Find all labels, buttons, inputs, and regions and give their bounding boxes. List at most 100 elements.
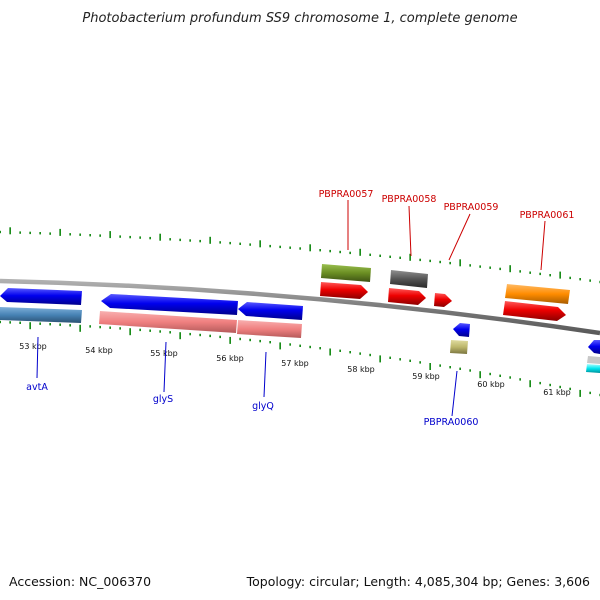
- lower-minor-tick: [49, 323, 51, 326]
- gene-PBPRA0060-cds[interactable]: [453, 323, 470, 337]
- upper-minor-tick: [39, 232, 41, 235]
- upper-minor-tick: [89, 234, 91, 237]
- gene-glyQ-cds[interactable]: [238, 302, 303, 320]
- lower-minor-tick: [309, 345, 311, 349]
- gene-glyS-track[interactable]: [99, 311, 237, 333]
- upper-minor-tick: [529, 271, 531, 274]
- gene-glyQ-track[interactable]: [237, 320, 302, 338]
- lower-minor-tick: [39, 322, 41, 325]
- upper-minor-tick: [369, 253, 371, 256]
- label-avtA[interactable]: avtA: [26, 382, 48, 393]
- gene-labels: PBPRA0057 PBPRA0058 PBPRA0059 PBPRA0061 …: [26, 189, 574, 428]
- lower-minor-tick: [499, 374, 501, 377]
- lower-minor-tick: [369, 353, 371, 357]
- lower-minor-tick: [269, 341, 271, 344]
- upper-minor-tick: [279, 245, 281, 249]
- lower-minor-tick: [549, 383, 551, 387]
- upper-minor-tick: [419, 258, 421, 262]
- edge-gray-feature[interactable]: [587, 356, 600, 364]
- upper-minor-tick: [549, 274, 551, 277]
- lower-minor-tick: [169, 331, 171, 334]
- ruler-tick-label: 60 kbp: [477, 380, 505, 389]
- gene-PBPRA0058-cds[interactable]: [388, 288, 426, 305]
- ruler-tick-label: 59 kbp: [412, 372, 440, 381]
- upper-minor-tick: [199, 239, 201, 243]
- upper-minor-tick: [449, 261, 451, 265]
- gene-PBPRA0060-track[interactable]: [450, 340, 468, 354]
- lower-minor-tick: [99, 325, 101, 329]
- upper-major-tick: [459, 259, 461, 267]
- upper-major-tick: [59, 228, 61, 236]
- upper-major-tick: [359, 248, 361, 256]
- gene-PBPRA0061-cds[interactable]: [503, 301, 566, 321]
- upper-minor-tick: [579, 278, 581, 281]
- lower-minor-tick: [449, 366, 451, 369]
- label-PBPRA0060[interactable]: PBPRA0060: [424, 417, 479, 428]
- edge-cyan-feature[interactable]: [586, 364, 600, 373]
- edge-blue-feature[interactable]: [588, 340, 600, 354]
- upper-minor-tick: [399, 256, 401, 259]
- lower-major-tick: [129, 328, 131, 336]
- lower-minor-tick: [319, 347, 321, 350]
- gene-PBPRA0061-rna[interactable]: [505, 284, 570, 304]
- lower-minor-tick: [239, 337, 241, 341]
- upper-minor-tick: [0, 230, 1, 234]
- gene-glyS-cds[interactable]: [101, 294, 238, 315]
- gene-avtA-track[interactable]: [0, 307, 82, 323]
- upper-major-tick: [259, 240, 261, 248]
- upper-minor-tick: [229, 241, 231, 245]
- gene-PBPRA0057-rna[interactable]: [321, 264, 371, 282]
- lower-minor-tick: [219, 335, 221, 339]
- label-PBPRA0059[interactable]: PBPRA0059: [444, 202, 499, 213]
- lower-minor-tick: [459, 367, 461, 370]
- label-glyQ[interactable]: glyQ: [252, 401, 274, 412]
- upper-minor-tick: [469, 264, 471, 267]
- lower-minor-tick: [89, 325, 91, 328]
- lower-minor-tick: [589, 391, 591, 395]
- lower-minor-tick: [419, 361, 421, 364]
- gene-PBPRA0057-cds[interactable]: [320, 282, 368, 299]
- lower-major-tick: [479, 371, 481, 379]
- forward-features: [0, 264, 570, 321]
- lower-major-tick: [79, 324, 81, 332]
- upper-minor-tick: [499, 267, 501, 271]
- label-PBPRA0061[interactable]: PBPRA0061: [520, 210, 575, 221]
- accession-text: Accession: NC_006370: [9, 574, 151, 589]
- upper-minor-tick: [249, 243, 251, 246]
- upper-major-tick: [109, 231, 111, 239]
- lower-minor-tick: [539, 381, 541, 385]
- gene-PBPRA0058-rna[interactable]: [390, 270, 428, 288]
- label-glyS[interactable]: glyS: [153, 394, 173, 405]
- upper-minor-tick: [389, 255, 391, 258]
- lower-major-tick: [429, 363, 431, 370]
- upper-minor-tick: [589, 279, 591, 282]
- gene-avtA-cds[interactable]: [0, 288, 82, 305]
- lower-major-tick: [229, 336, 231, 344]
- lower-minor-tick: [359, 352, 361, 355]
- lower-major-tick: [279, 342, 281, 350]
- lower-minor-tick: [249, 338, 251, 342]
- ruler-tick-label: 57 kbp: [281, 359, 309, 368]
- chromosome-backbone: [0, 278, 600, 336]
- upper-minor-tick: [219, 241, 221, 244]
- upper-minor-tick: [129, 235, 131, 239]
- lower-major-tick: [29, 322, 31, 330]
- secondary-features: [0, 307, 600, 373]
- upper-minor-tick: [519, 270, 521, 273]
- lower-minor-tick: [59, 323, 61, 326]
- upper-minor-tick: [119, 235, 121, 238]
- upper-minor-tick: [569, 276, 571, 280]
- upper-major-tick: [309, 244, 311, 252]
- summary-text: Topology: circular; Length: 4,085,304 bp…: [246, 574, 590, 589]
- lower-minor-tick: [189, 332, 191, 336]
- lower-minor-tick: [489, 372, 491, 376]
- lower-minor-tick: [339, 349, 341, 352]
- upper-minor-tick: [19, 231, 21, 234]
- lower-minor-tick: [469, 369, 471, 372]
- label-PBPRA0058[interactable]: PBPRA0058: [382, 194, 437, 205]
- lower-minor-tick: [0, 320, 1, 324]
- lower-minor-tick: [289, 343, 291, 346]
- gene-PBPRA0059-cds[interactable]: [434, 293, 452, 307]
- ruler-tick-label: 58 kbp: [347, 365, 375, 374]
- label-PBPRA0057[interactable]: PBPRA0057: [319, 189, 374, 200]
